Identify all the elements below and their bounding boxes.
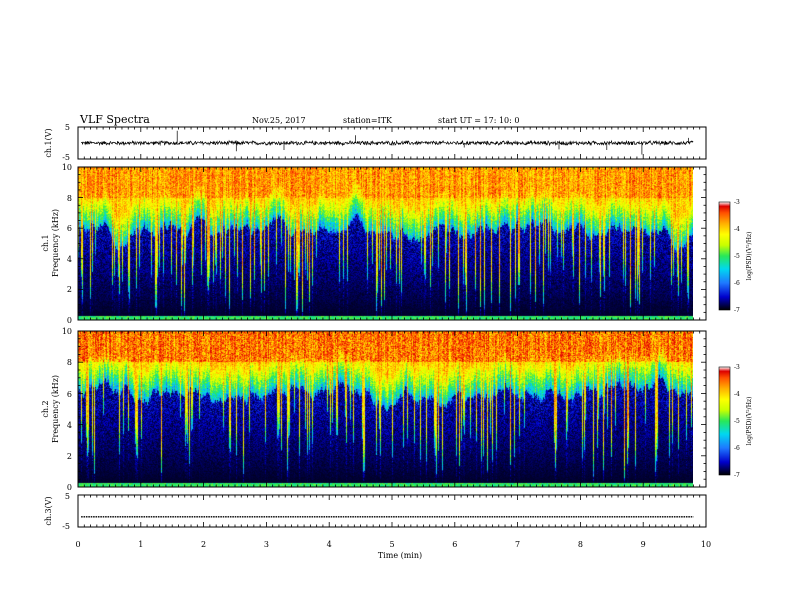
ch2-ytick-8: 8 [67, 358, 72, 367]
ch1-colorbar-label: log(PSD)(V²/Hz) [746, 232, 753, 281]
ch2-ytick-2: 2 [67, 452, 72, 461]
ch1-ytick-10: 10 [62, 163, 72, 172]
figure-title: VLF Spectra [79, 113, 150, 126]
ch2-spectrogram-panel: 0 2 4 6 8 10 ch.2 Frequency (kHz) [41, 327, 707, 492]
ch1-cbar-tick-m3: -3 [734, 199, 740, 206]
ch3-ytick-top: 5 [65, 492, 70, 501]
time-tick-label: 3 [264, 540, 269, 549]
ch1-cbar-tick-m6: -6 [734, 280, 740, 287]
time-tick-label: 0 [75, 540, 80, 549]
ch1-ytick-0: 0 [67, 316, 72, 325]
time-tick-label: 9 [641, 540, 646, 549]
ch1-ytick-6: 6 [67, 224, 72, 233]
ch1-cbar-tick-m5: -5 [734, 253, 740, 260]
time-axis-label: Time (min) [378, 551, 422, 560]
ch2-cbar-tick-m6: -6 [734, 445, 740, 452]
ch1-ytick-bottom: -5 [62, 153, 70, 162]
header-station: station=ITK [343, 116, 393, 125]
ch1-frequency-ylabel: Frequency (kHz) [51, 209, 60, 277]
time-axis-tick-labels: 0 1 2 3 4 5 6 7 8 9 10 [75, 540, 711, 549]
ch2-cbar-tick-m3: -3 [734, 364, 740, 371]
time-tick-label: 2 [201, 540, 206, 549]
ch2-colorbar-label: log(PSD)(V²/Hz) [746, 397, 753, 446]
ch2-ytick-4: 4 [67, 421, 72, 430]
ch2-channel-label: ch.2 [41, 400, 50, 417]
time-tick-label: 6 [452, 540, 457, 549]
ch2-ytick-6: 6 [67, 390, 72, 399]
header-start-time: start UT = 17: 10: 0 [438, 116, 519, 125]
ch2-cbar-tick-m7: -7 [734, 472, 740, 479]
ch2-ytick-10: 10 [62, 327, 72, 336]
ch1-ylabel: ch.1(V) [44, 128, 53, 157]
time-tick-label: 8 [578, 540, 583, 549]
ch2-colorbar: -3 -4 -5 -6 -7 log(PSD)(V²/Hz) [718, 364, 753, 479]
ch1-ytick-2: 2 [67, 285, 72, 294]
ch2-freq-ytick-labels: 0 2 4 6 8 10 [62, 327, 72, 492]
ch1-cbar-tick-m7: -7 [734, 307, 740, 314]
ch1-waveform-trace [81, 130, 694, 155]
ch2-cbar-tick-m5: -5 [734, 418, 740, 425]
time-tick-label: 7 [515, 540, 520, 549]
header-date: Nov.25, 2017 [252, 116, 306, 125]
ch1-ytick-top: 5 [65, 123, 70, 132]
ch1-cbar-tick-m4: -4 [734, 226, 740, 233]
time-tick-label: 5 [389, 540, 394, 549]
ch1-colorbar-gradient [718, 201, 731, 311]
ch1-ytick-4: 4 [67, 255, 72, 264]
ch1-freq-ytick-labels: 0 2 4 6 8 10 [62, 163, 72, 325]
ch1-ytick-8: 8 [67, 194, 72, 203]
time-tick-label: 10 [701, 540, 711, 549]
ch1-spectrogram-panel: 0 2 4 6 8 10 ch.1 Frequency (kHz) [41, 163, 707, 325]
time-tick-label: 4 [327, 540, 332, 549]
ch1-spectrogram-ticks [77, 166, 707, 321]
ch1-colorbar: -3 -4 -5 -6 -7 log(PSD)(V²/Hz) [718, 199, 753, 314]
ch1-channel-label: ch.1 [41, 234, 50, 251]
ch2-colorbar-gradient [718, 366, 731, 476]
time-tick-label: 1 [138, 540, 143, 549]
ch1-waveform-panel: 5 -5 ch.1(V) [44, 123, 707, 162]
ch3-ytick-bottom: -5 [62, 522, 70, 531]
ch3-ylabel: ch.3(V) [44, 496, 53, 525]
ch2-cbar-tick-m4: -4 [734, 391, 740, 398]
ch2-frequency-ylabel: Frequency (kHz) [51, 375, 60, 443]
ch1-waveform-ticks [77, 127, 707, 159]
ch3-waveform-ticks [77, 495, 707, 527]
ch2-spectrogram-ticks [77, 330, 707, 488]
ch3-waveform-panel: 5 -5 ch.3(V) [44, 492, 707, 531]
ch2-ytick-0: 0 [67, 483, 72, 492]
